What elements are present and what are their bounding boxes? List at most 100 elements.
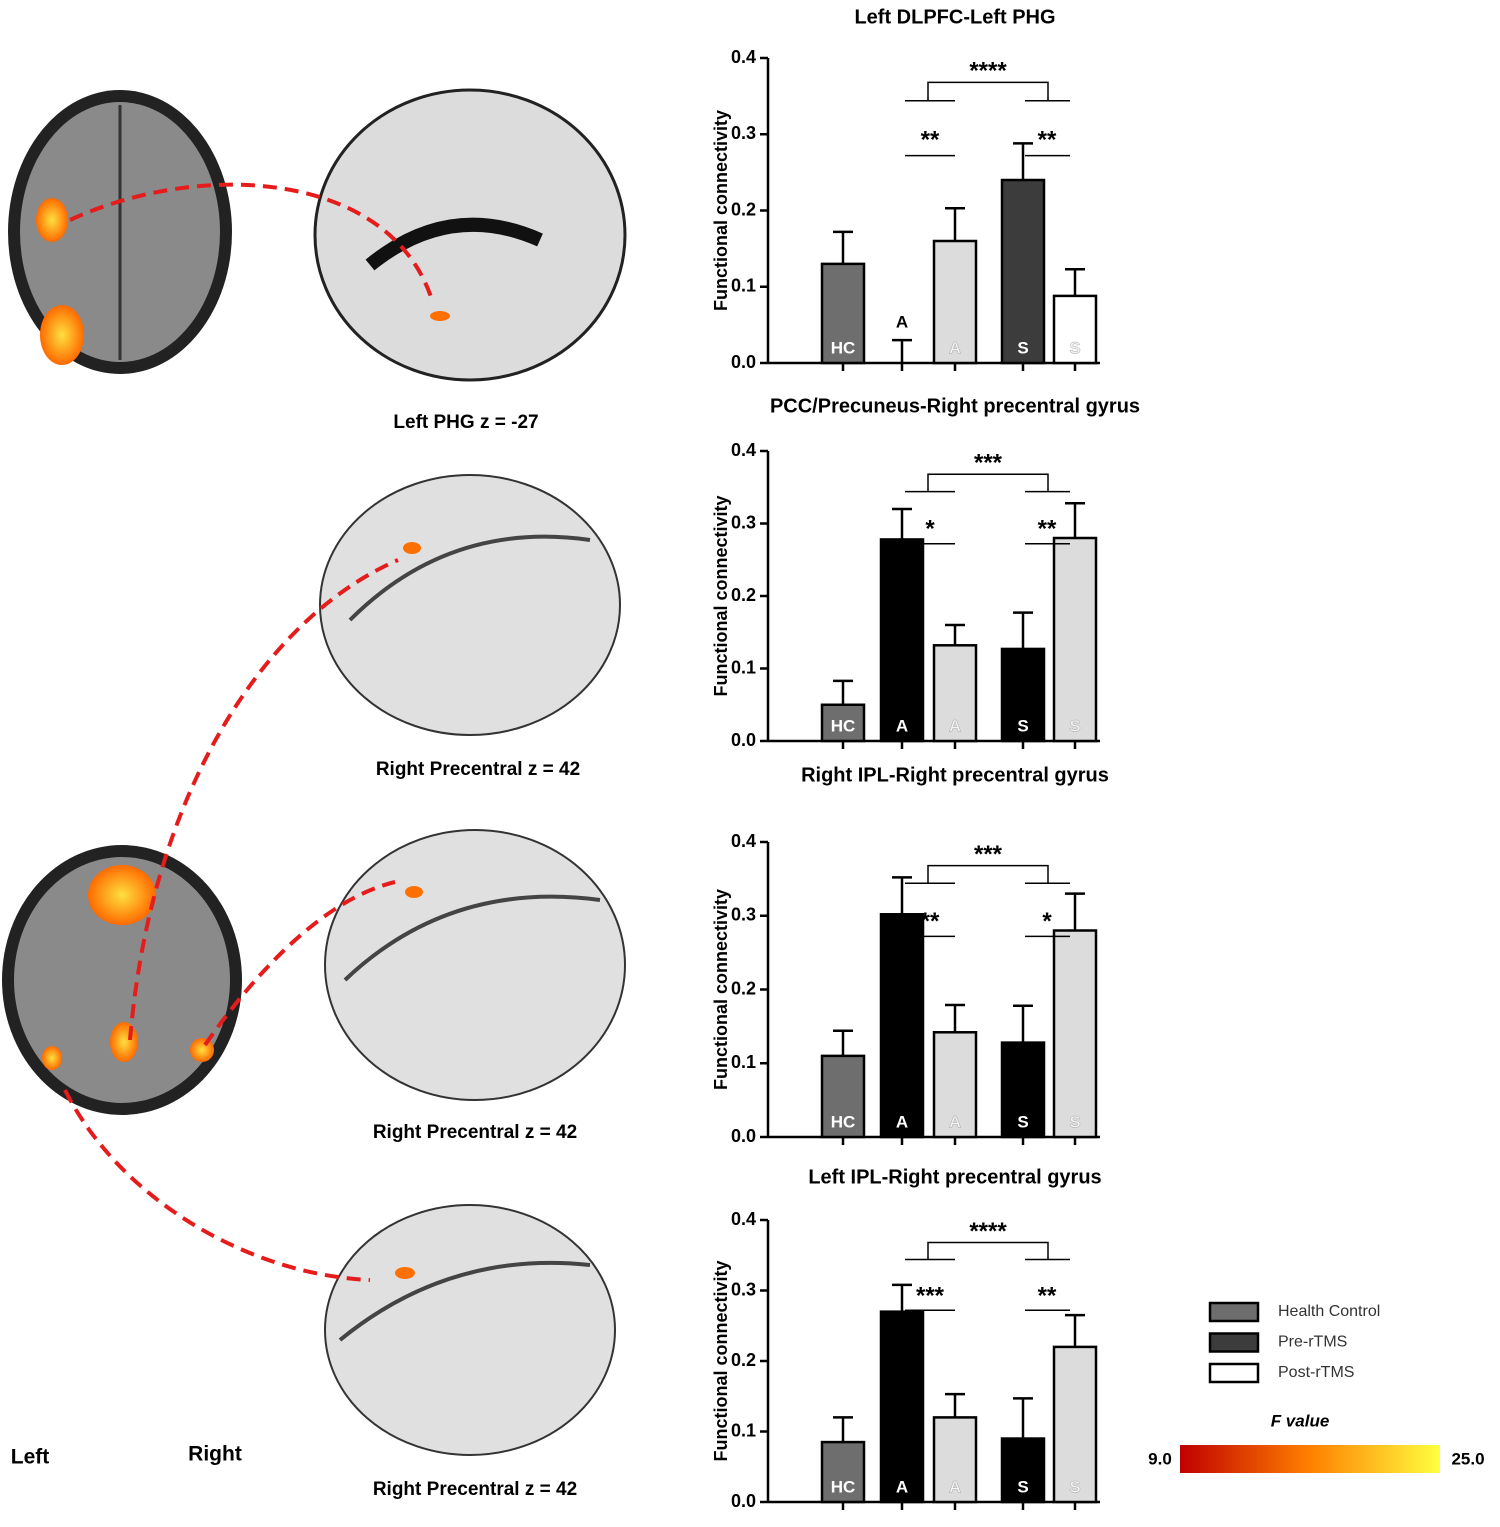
y-tick-label: 0.1 (731, 1420, 756, 1440)
y-tick-label: 0.3 (731, 1279, 756, 1299)
y-axis-label: Functional connectivity (711, 110, 731, 311)
sig-label: ** (1038, 1283, 1057, 1310)
bar-label: S (1017, 1477, 1028, 1496)
y-tick-label: 0.4 (731, 440, 756, 460)
sig-bracket (927, 81, 1049, 101)
colorbar (1180, 1445, 1440, 1473)
bar-label: S (1017, 338, 1028, 357)
bar (1000, 1437, 1046, 1504)
y-tick-label: 0.0 (731, 352, 756, 372)
y-axis-label: Functional connectivity (711, 889, 731, 1090)
bar (1052, 536, 1098, 743)
side-label: Right (188, 1443, 242, 1466)
y-axis-label: Functional connectivity (711, 495, 731, 696)
bar (820, 1440, 866, 1504)
y-tick-label: 0.4 (731, 1209, 756, 1229)
brain-images (2, 88, 627, 1456)
legend-swatch (1208, 1332, 1260, 1353)
sig-label: **** (969, 58, 1007, 85)
bar (820, 1054, 866, 1139)
bar-label: A (949, 1112, 961, 1131)
legend-label: Pre-rTMS (1278, 1334, 1347, 1351)
bar (879, 913, 925, 1139)
chart-title: Left DLPFC-Left PHG (854, 6, 1055, 28)
bar (932, 1031, 978, 1139)
bar (879, 538, 925, 743)
bar (820, 703, 866, 743)
colorbar-min: 9.0 (1148, 1449, 1172, 1468)
sig-label: ** (1038, 127, 1057, 154)
side-label: Left (11, 1446, 50, 1469)
y-tick-label: 0.1 (731, 657, 756, 677)
bar-label: A (896, 312, 908, 331)
y-tick-label: 0.3 (731, 905, 756, 925)
bar (1052, 1345, 1098, 1504)
bar (1052, 294, 1098, 365)
brain-render (324, 1204, 616, 1456)
brain-caption: Right Precentral z = 42 (376, 759, 580, 780)
y-tick-label: 0.4 (731, 831, 756, 851)
y-tick-label: 0.0 (731, 730, 756, 750)
bar-label: A (896, 1112, 908, 1131)
bar (1052, 929, 1098, 1139)
bar-label: A (949, 338, 961, 357)
bar (820, 262, 866, 365)
bar (1000, 1041, 1046, 1139)
bar-label: HC (831, 1112, 856, 1131)
y-tick-label: 0.2 (731, 199, 756, 219)
colorbar-max: 25.0 (1451, 1449, 1484, 1468)
y-tick-label: 0.1 (731, 1052, 756, 1072)
sig-bracket (927, 1241, 1049, 1260)
sagittal-brain (313, 88, 627, 382)
bar-label: HC (831, 716, 856, 735)
brain-render (324, 829, 626, 1101)
bar (932, 644, 978, 743)
bar-label: S (1017, 716, 1028, 735)
legend-swatch (1208, 1301, 1260, 1323)
bar-label: S (1069, 716, 1080, 735)
y-tick-label: 0.0 (731, 1126, 756, 1146)
sig-label: ** (1038, 516, 1057, 543)
bar-label: S (1069, 1477, 1080, 1496)
sig-label: **** (969, 1218, 1007, 1245)
chart-title: Left IPL-Right precentral gyrus (808, 1166, 1101, 1188)
bar-label: S (1017, 1112, 1028, 1131)
bar-label: S (1069, 338, 1080, 357)
brain-render (319, 474, 621, 736)
brain-caption: Right Precentral z = 42 (373, 1122, 577, 1143)
bar-label: A (949, 1477, 961, 1496)
y-tick-label: 0.2 (731, 585, 756, 605)
bar-label: A (896, 1477, 908, 1496)
sig-label: ** (921, 127, 940, 154)
y-tick-label: 0.4 (731, 47, 756, 67)
bar (1000, 647, 1046, 743)
y-tick-label: 0.2 (731, 978, 756, 998)
y-axis-label: Functional connectivity (711, 1260, 731, 1461)
sig-label: ** (921, 908, 940, 935)
axial-brain (14, 857, 230, 1103)
y-tick-label: 0.0 (731, 1491, 756, 1511)
y-tick-label: 0.3 (731, 123, 756, 143)
legend-label: Health Control (1278, 1303, 1380, 1320)
sig-label: *** (974, 841, 1003, 868)
bar-label: A (949, 716, 961, 735)
y-tick-label: 0.1 (731, 276, 756, 296)
bar (1000, 178, 1046, 365)
brain-caption: Left PHG z = -27 (393, 412, 538, 433)
legend-label: Post-rTMS (1278, 1364, 1354, 1381)
bar (879, 1310, 925, 1504)
chart-title: Right IPL-Right precentral gyrus (801, 764, 1109, 786)
chart-title: PCC/Precuneus-Right precentral gyrus (770, 395, 1140, 417)
y-tick-label: 0.2 (731, 1350, 756, 1370)
sig-label: * (1042, 908, 1052, 935)
colorbar-title: F value (1271, 1411, 1330, 1430)
brain-caption: Right Precentral z = 42 (373, 1479, 577, 1500)
sig-bracket (927, 473, 1049, 492)
bar-label: S (1069, 1112, 1080, 1131)
legend: F value 9.0 25.0 (1148, 1411, 1485, 1473)
bar (932, 239, 978, 365)
sig-bracket (927, 864, 1049, 884)
sig-label: * (925, 516, 935, 543)
y-tick-label: 0.3 (731, 512, 756, 532)
